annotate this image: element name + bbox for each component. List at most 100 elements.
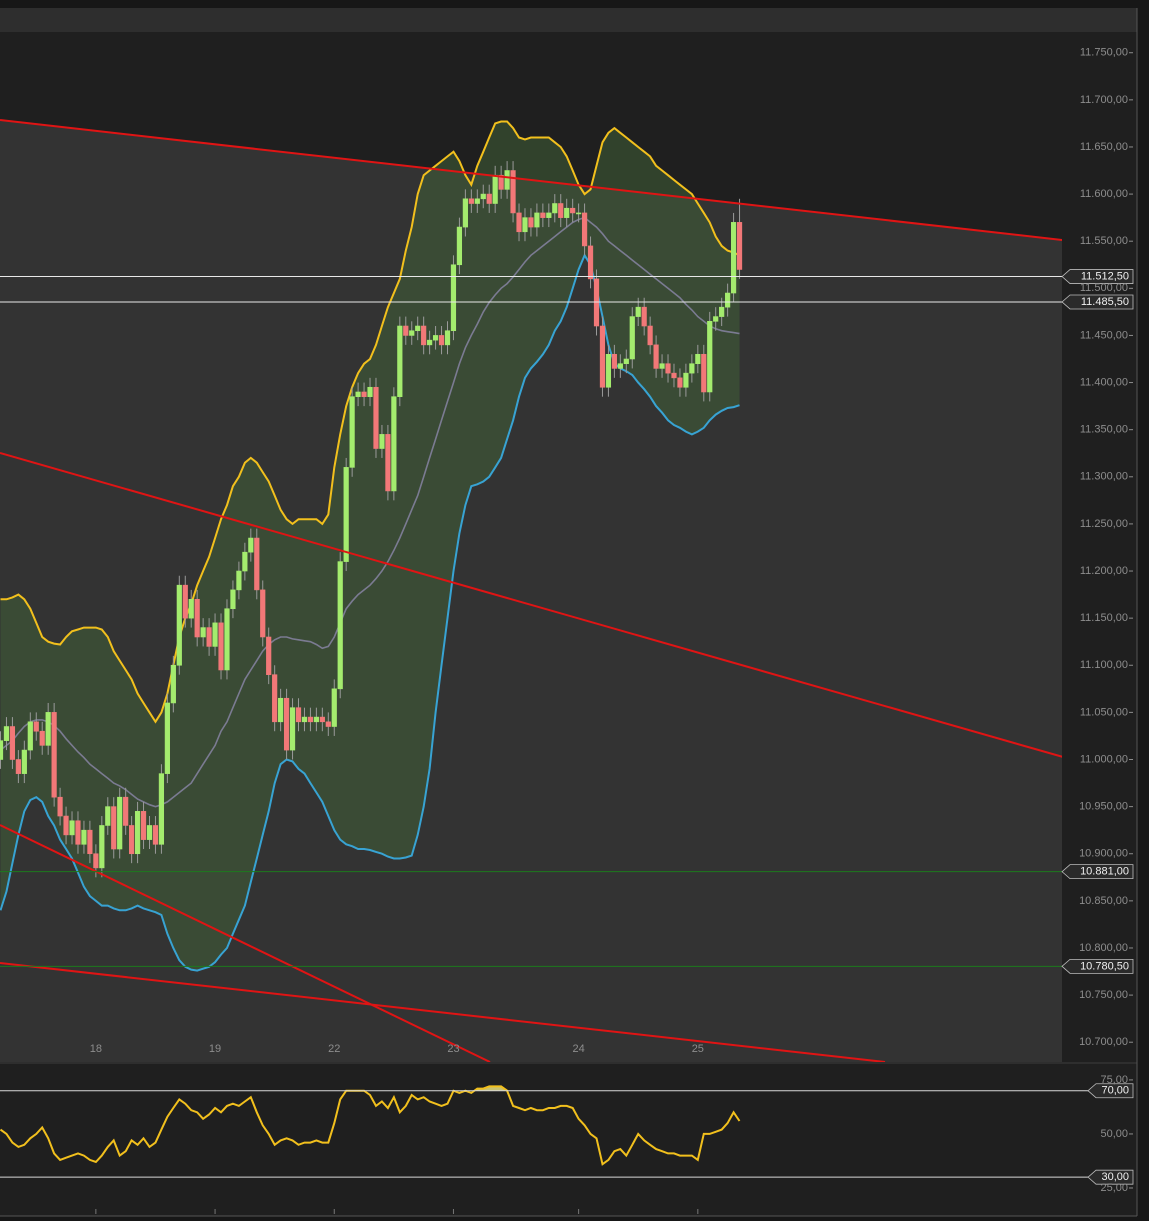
price-layer	[0, 120, 743, 1166]
y-tick-label: 11.200,00	[1080, 565, 1128, 577]
candle-body	[236, 570, 242, 591]
candle-body	[9, 726, 16, 760]
candle-body	[212, 622, 218, 647]
candle-body	[230, 589, 236, 610]
candle-body	[289, 707, 296, 751]
candle-body	[570, 207, 576, 214]
trend-line	[0, 962, 886, 1062]
candle-body	[486, 193, 492, 204]
candle-body	[373, 386, 379, 449]
candle-body	[474, 198, 480, 204]
candle-body	[671, 372, 677, 379]
candle-body	[623, 358, 629, 365]
candle-body	[581, 212, 588, 247]
x-tick-label: 18	[90, 1043, 102, 1055]
candle-body	[248, 537, 254, 553]
candle-body	[379, 434, 385, 449]
candle-body	[146, 825, 153, 840]
rsi-panel	[0, 1064, 1137, 1216]
candle-body	[683, 372, 689, 388]
candle-body	[695, 353, 701, 365]
candle-body	[534, 212, 540, 228]
trend-line	[0, 119, 1062, 241]
candle-body	[69, 820, 75, 836]
y-tick-label: 10.950,00	[1079, 801, 1128, 813]
candle-body	[504, 170, 510, 190]
price-plot	[0, 120, 743, 972]
rsi-level-tag	[1087, 1169, 1134, 1185]
candle-body	[21, 749, 27, 774]
level-label: 11.485,50	[1081, 296, 1129, 308]
candle-body	[647, 325, 653, 346]
candle-body	[295, 707, 302, 723]
candle-body	[546, 212, 552, 218]
candle-body	[63, 815, 69, 836]
candle-body	[403, 325, 409, 336]
y-tick-label: 11.500,00	[1080, 282, 1128, 294]
candle-body	[319, 716, 325, 723]
rsi-level-label: 30,00	[1101, 1171, 1129, 1183]
candle-body	[57, 796, 63, 817]
trend-lines	[0, 119, 1062, 1062]
y-tick-label: 11.700,00	[1080, 94, 1128, 106]
candle-body	[105, 806, 111, 826]
x-tick-label: 23	[447, 1043, 459, 1055]
candle-body	[480, 193, 486, 200]
upper-band	[0, 120, 740, 724]
candle-body	[331, 688, 337, 727]
candle-body	[450, 264, 457, 332]
candle-body	[75, 820, 81, 845]
y-tick-label: 11.650,00	[1080, 141, 1128, 153]
candle-body	[438, 335, 445, 346]
level-tag	[1061, 294, 1134, 310]
candle-body	[27, 721, 33, 751]
candle-body	[176, 584, 182, 666]
candle-body	[140, 811, 147, 840]
candle-body	[111, 806, 117, 850]
candle-body	[462, 198, 468, 228]
candle-body	[254, 537, 260, 591]
candle-body	[337, 561, 343, 690]
candle-body	[134, 811, 141, 855]
y-tick-label: 11.000,00	[1080, 753, 1128, 765]
candle-body	[182, 584, 188, 619]
candle-body	[629, 316, 635, 360]
x-tick-label: 24	[572, 1043, 584, 1055]
candle-body	[0, 740, 4, 760]
candle-body	[719, 306, 725, 317]
candle-body	[599, 325, 606, 388]
candle-body	[444, 330, 451, 346]
candle-body	[498, 174, 504, 190]
x-tick-label: 19	[209, 1043, 221, 1055]
candle-body	[617, 363, 623, 369]
y-tick-label: 11.600,00	[1080, 188, 1128, 200]
candle-body	[218, 622, 224, 671]
candle-body	[164, 702, 170, 774]
candle-body	[409, 330, 415, 336]
candle-body	[391, 396, 397, 492]
y-tick-label: 11.300,00	[1080, 471, 1128, 483]
candle-body	[385, 434, 391, 492]
trend-line	[0, 452, 1062, 758]
candle-body	[516, 212, 522, 233]
candle-body	[81, 829, 87, 845]
level-tag	[1061, 958, 1134, 974]
candle-body	[87, 829, 93, 855]
candle-body	[343, 467, 349, 562]
candle-body	[492, 174, 498, 204]
candle-body	[468, 198, 474, 204]
y-tick-label: 11.550,00	[1080, 235, 1128, 247]
candle-body	[39, 730, 45, 746]
rsi-level-label: 70,00	[1101, 1085, 1129, 1097]
y-tick-label: 11.100,00	[1080, 659, 1128, 671]
y-tick-label: 10.850,00	[1079, 895, 1128, 907]
band-fill	[0, 121, 740, 971]
candle-body	[123, 796, 129, 826]
level-tag	[1061, 864, 1134, 880]
rsi-tick-label: 75,00	[1100, 1074, 1128, 1086]
candle-body	[313, 716, 319, 723]
candle-body	[283, 697, 290, 751]
y-tick-label: 10.900,00	[1079, 848, 1128, 860]
middle-band	[0, 216, 740, 808]
candle-body	[117, 796, 123, 850]
